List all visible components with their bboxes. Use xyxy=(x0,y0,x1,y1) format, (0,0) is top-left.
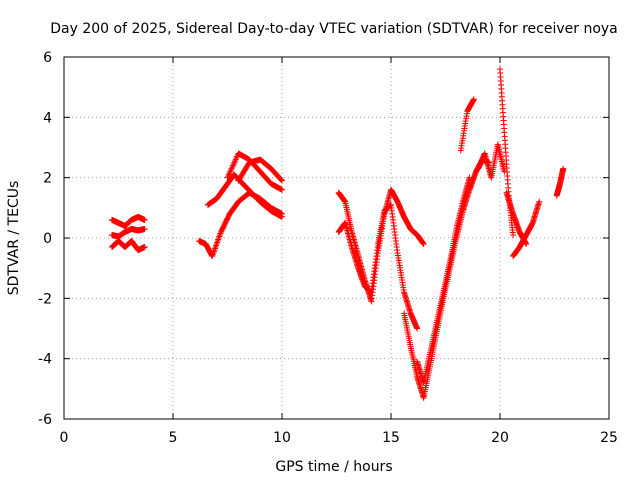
chart-title: Day 200 of 2025, Sidereal Day-to-day VTE… xyxy=(50,21,618,37)
series-s17 xyxy=(553,165,567,199)
series-s4 xyxy=(196,189,285,260)
data-point xyxy=(278,176,285,183)
series-s15 xyxy=(510,198,543,260)
x-tick-label: 5 xyxy=(169,430,178,446)
grid-lines xyxy=(64,57,609,419)
series-s1 xyxy=(108,213,148,229)
data-point xyxy=(141,244,148,251)
x-tick-label: 0 xyxy=(60,430,69,446)
data-points xyxy=(108,66,567,401)
series-s12 xyxy=(457,96,477,154)
series-s9 xyxy=(335,201,421,332)
y-tick-label: -6 xyxy=(38,412,52,428)
data-point xyxy=(414,325,421,332)
data-point xyxy=(141,216,148,223)
x-axis-label: GPS time / hours xyxy=(275,459,392,475)
data-point xyxy=(470,96,477,103)
data-point xyxy=(510,231,517,238)
y-tick-label: -4 xyxy=(38,352,52,368)
y-tick-label: 2 xyxy=(43,171,52,187)
axis-ticks: 0 5 10 15 20 25 -6 -4 -2 0 2 4 6 xyxy=(38,50,618,446)
series-s2 xyxy=(108,225,148,240)
data-point xyxy=(141,225,148,232)
y-axis-label: SDTVAR / TECUs xyxy=(6,181,22,296)
series-s13 xyxy=(475,141,508,181)
x-tick-label: 10 xyxy=(273,430,291,446)
data-point xyxy=(279,177,285,184)
x-tick-label: 20 xyxy=(491,430,509,446)
data-point xyxy=(279,186,285,193)
series-s16 xyxy=(503,189,530,248)
data-point xyxy=(466,174,473,181)
data-point xyxy=(279,213,285,220)
x-tick-label: 25 xyxy=(600,430,618,446)
data-point xyxy=(523,241,530,248)
data-point xyxy=(420,241,427,248)
series-s11 xyxy=(414,174,473,386)
series-s3 xyxy=(108,238,148,254)
y-tick-label: 0 xyxy=(43,231,52,247)
y-tick-label: 4 xyxy=(43,110,52,126)
series-s5 xyxy=(204,171,285,220)
series-s7 xyxy=(235,156,285,184)
x-tick-label: 15 xyxy=(382,430,400,446)
y-tick-label: -2 xyxy=(38,291,52,307)
y-tick-label: 6 xyxy=(43,50,52,66)
data-point xyxy=(536,198,543,205)
data-point xyxy=(560,165,567,172)
